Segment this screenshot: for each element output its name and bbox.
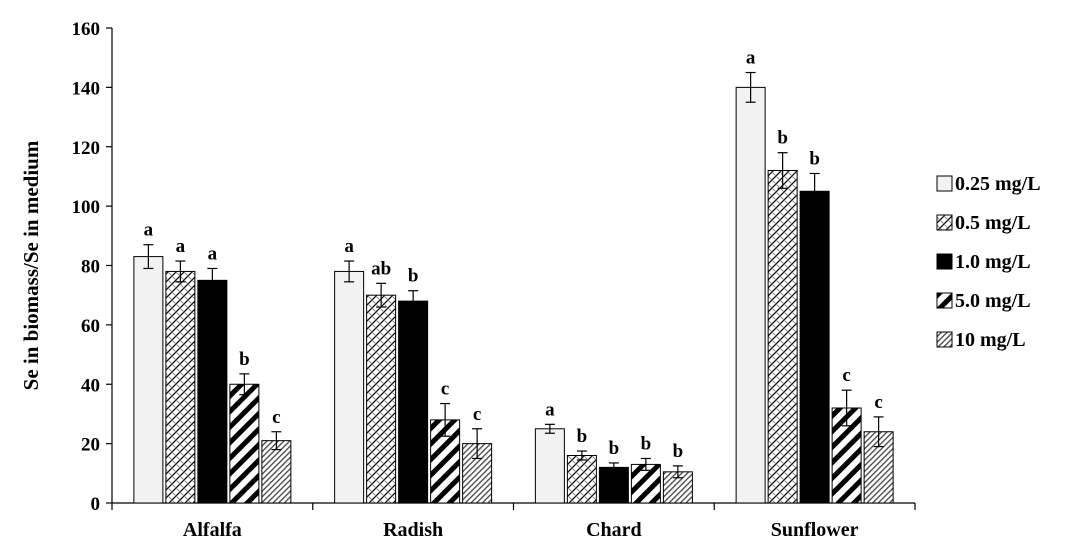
bar-chard-2 xyxy=(598,466,629,504)
y-tick-label: 0 xyxy=(91,494,101,515)
y-tick-label: 100 xyxy=(72,197,101,218)
bar-sunflower-1 xyxy=(767,170,798,504)
legend-swatch xyxy=(936,331,953,348)
bar-alfalfa-3 xyxy=(229,383,260,504)
y-tick-label: 20 xyxy=(81,435,100,456)
bar-alfalfa-1 xyxy=(165,270,196,504)
significance-label: b xyxy=(239,349,250,370)
legend-label: 10 mg/L xyxy=(955,329,1026,351)
significance-label: a xyxy=(545,399,555,420)
significance-label: b xyxy=(673,441,684,462)
y-tick-label: 80 xyxy=(81,257,100,278)
legend: 0.25 mg/L 0.5 mg/L 1.0 mg/L 5.0 mg/L 10 mg/L xyxy=(936,173,1041,351)
legend-swatch xyxy=(936,175,953,192)
significance-label: a xyxy=(144,220,154,241)
legend-swatch xyxy=(936,253,953,270)
legend-label: 1.0 mg/L xyxy=(955,251,1031,273)
y-tick-label: 160 xyxy=(72,19,101,40)
significance-label: b xyxy=(641,433,652,454)
significance-label: ab xyxy=(371,258,391,279)
x-category-label: Chard xyxy=(586,519,642,541)
y-tick-label: 60 xyxy=(81,316,100,337)
x-category-label: Alfalfa xyxy=(183,519,242,541)
significance-label: c xyxy=(842,365,850,386)
significance-label: c xyxy=(473,404,481,425)
significance-label: c xyxy=(441,379,449,400)
y-axis-title: Se in biomass/Se in medium xyxy=(19,140,43,390)
significance-label: a xyxy=(746,48,756,69)
bar-chard-0 xyxy=(534,428,565,504)
y-tick-label: 40 xyxy=(81,375,100,396)
bar-radish-0 xyxy=(334,270,365,504)
y-tick-label: 120 xyxy=(72,138,101,159)
bar-radish-2 xyxy=(398,300,429,504)
significance-label: c xyxy=(874,392,882,413)
x-category-label: Radish xyxy=(383,519,443,541)
bar-alfalfa-2 xyxy=(197,279,228,504)
x-category-label: Sunflower xyxy=(771,519,859,541)
y-tick-label: 140 xyxy=(72,78,101,99)
bar-radish-1 xyxy=(366,294,397,504)
legend-swatch xyxy=(936,292,953,309)
significance-label: a xyxy=(176,236,186,257)
bar-chard-1 xyxy=(566,455,597,504)
bar-sunflower-2 xyxy=(799,190,830,504)
bar-alfalfa-0 xyxy=(133,256,164,504)
significance-label: a xyxy=(208,243,218,264)
legend-label: 0.5 mg/L xyxy=(955,212,1031,234)
bars xyxy=(133,71,894,504)
significance-label: a xyxy=(344,236,354,257)
bar-sunflower-0 xyxy=(735,86,766,504)
axes: 0 20 40 60 80 100 120 140 160 Se in biomass/Se in… xyxy=(19,19,916,541)
legend-label: 0.25 mg/L xyxy=(955,173,1041,195)
legend-swatch xyxy=(936,214,953,231)
significance-label: b xyxy=(777,128,788,149)
significance-label: c xyxy=(272,407,280,428)
significance-label: b xyxy=(609,438,620,459)
legend-label: 5.0 mg/L xyxy=(955,290,1031,312)
significance-label: b xyxy=(408,266,419,287)
significance-label: b xyxy=(577,426,588,447)
significance-label: b xyxy=(809,148,820,169)
